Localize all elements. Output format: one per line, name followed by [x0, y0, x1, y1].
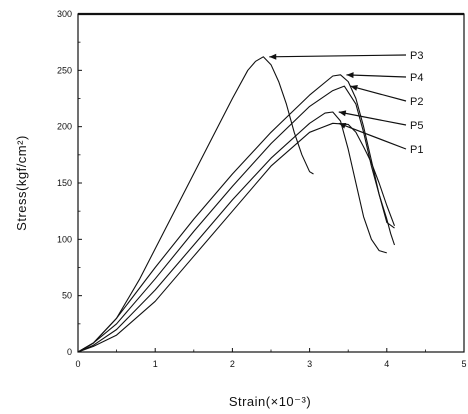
x-tick-label: 1 — [153, 359, 158, 369]
series-label-p3: P3 — [410, 50, 423, 62]
series-callouts: P3 P4 P2 P5 P1 — [269, 50, 423, 156]
callout-arrow-p2 — [350, 85, 407, 102]
x-tick-label: 0 — [75, 359, 80, 369]
series-line-p3 — [77, 56, 314, 353]
y-tick-label: 200 — [57, 122, 72, 132]
x-axis-title: Strain(×10⁻³) — [229, 394, 311, 409]
callout-arrow-p4 — [346, 74, 407, 78]
y-tick-label: 0 — [67, 347, 72, 357]
callout-arrow-p1 — [338, 122, 407, 150]
callout-arrowhead-p2 — [350, 85, 358, 91]
callout-arrow-p5 — [338, 111, 407, 126]
series-lines — [77, 56, 396, 353]
y-tick-label: 300 — [57, 9, 72, 19]
series-label-p5: P5 — [410, 120, 423, 132]
x-tick-label: 2 — [230, 359, 235, 369]
callout-arrowhead-p5 — [338, 110, 347, 117]
y-tick-label: 250 — [57, 65, 72, 75]
y-tick-label: 100 — [57, 234, 72, 244]
series-line-p4 — [77, 74, 395, 353]
series-line-p1 — [77, 122, 396, 353]
series-line-p5 — [77, 111, 387, 353]
series-label-p1: P1 — [410, 144, 423, 156]
series-label-p4: P4 — [410, 72, 423, 84]
callout-arrow-p3 — [269, 54, 407, 58]
series-label-p2: P2 — [410, 96, 423, 108]
y-tick-label: 50 — [62, 291, 72, 301]
x-tick-label: 4 — [384, 359, 389, 369]
y-tick-label: 150 — [57, 178, 72, 188]
series-line-p2 — [77, 85, 396, 353]
callout-arrowhead-p4 — [346, 72, 354, 79]
y-axis-title: Stress(kgf/cm²) — [14, 135, 29, 231]
x-tick-label: 3 — [307, 359, 312, 369]
x-tick-label: 5 — [461, 359, 466, 369]
callout-arrowhead-p1 — [338, 123, 347, 129]
callout-arrowhead-p3 — [269, 53, 277, 60]
